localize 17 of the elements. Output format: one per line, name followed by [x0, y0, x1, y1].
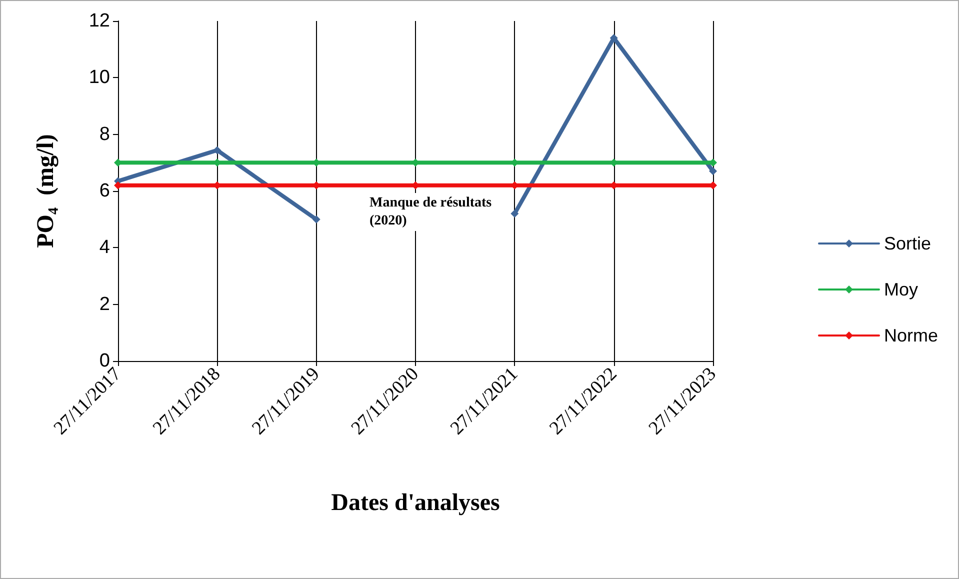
y-tick-label: 10 [88, 67, 110, 88]
point [709, 167, 717, 176]
y-tick-label: 4 [99, 237, 110, 258]
point [312, 215, 320, 224]
point [610, 34, 618, 42]
y-tick-label: 12 [88, 10, 110, 32]
annotation: Manque de résultats (2020) [370, 196, 492, 228]
y-tick-label: 8 [99, 124, 110, 145]
legend-label: Sortie [884, 234, 932, 254]
y-tick-label: 0 [99, 350, 110, 372]
point [510, 210, 519, 218]
x-axis-title: Dates d'analyses [331, 490, 500, 516]
legend-label: Moy [884, 280, 918, 300]
legend-label: Norme [884, 326, 938, 346]
y-axis-title: PO₄ (mg/l) [33, 134, 59, 248]
y-tick-label: 6 [99, 180, 110, 202]
y-tick-label: 2 [99, 294, 110, 315]
